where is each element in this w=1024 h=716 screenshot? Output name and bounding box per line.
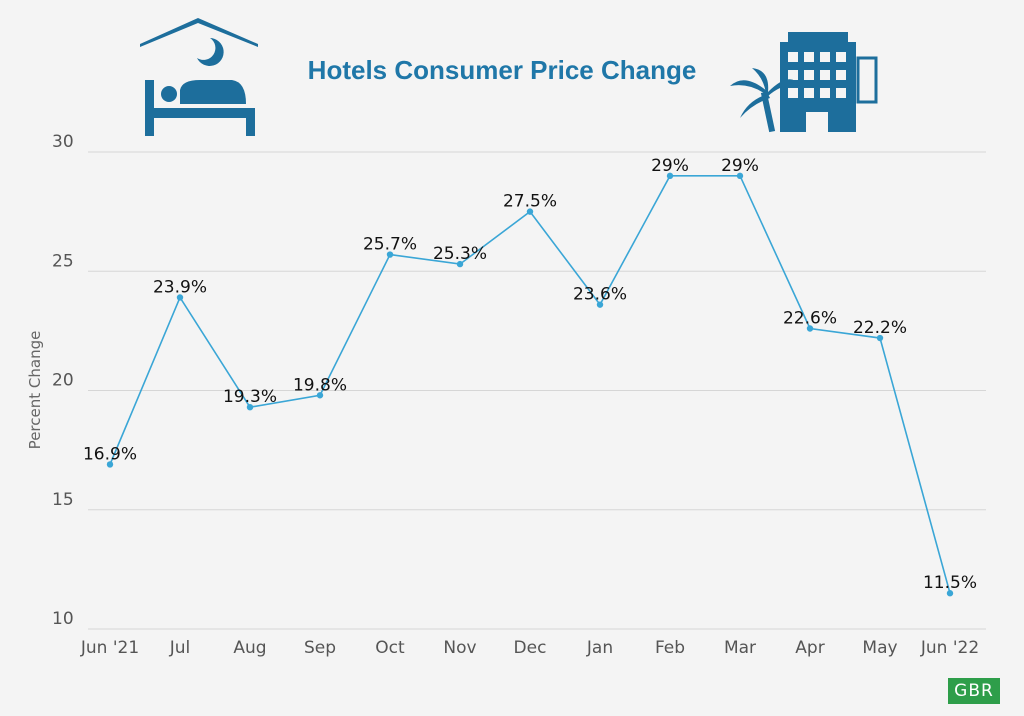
bed-icon bbox=[140, 18, 258, 136]
x-tick-label: Aug bbox=[233, 638, 266, 658]
data-point bbox=[946, 590, 954, 597]
data-label: 11.5% bbox=[923, 573, 977, 593]
gbr-badge: GBR bbox=[948, 678, 1000, 704]
x-tick-label: Jan bbox=[586, 638, 613, 658]
data-label: 23.9% bbox=[153, 277, 207, 297]
data-point bbox=[246, 403, 254, 411]
data-label: 19.8% bbox=[293, 375, 347, 395]
x-tick-label: Dec bbox=[514, 638, 547, 658]
data-point bbox=[876, 334, 884, 342]
data-point bbox=[386, 251, 394, 258]
data-point bbox=[456, 260, 464, 268]
x-tick-label: Feb bbox=[655, 638, 685, 658]
data-label: 22.2% bbox=[853, 318, 907, 338]
series-line-group bbox=[109, 175, 951, 594]
x-tick-labels: Jun '21 Jul Aug Sep Oct Nov Dec Jan Feb Mar Apr May… bbox=[80, 638, 979, 658]
data-label: 27.5% bbox=[503, 192, 557, 212]
x-tick-label: Jul bbox=[169, 638, 191, 658]
y-tick-label: 20 bbox=[52, 371, 74, 391]
data-label: 29% bbox=[651, 156, 689, 176]
y-axis-label: Percent Change bbox=[26, 331, 44, 450]
x-tick-label: Jun '21 bbox=[80, 638, 139, 658]
data-label: 29% bbox=[721, 156, 759, 176]
x-tick-label: Apr bbox=[795, 638, 824, 658]
data-point bbox=[176, 294, 184, 301]
y-tick-label: 10 bbox=[52, 609, 74, 629]
x-tick-label: Oct bbox=[375, 638, 405, 658]
data-point bbox=[526, 208, 534, 215]
data-point bbox=[806, 325, 814, 332]
data-point bbox=[316, 392, 324, 399]
hotel-building-icon bbox=[730, 32, 878, 133]
data-labels: 16.9% 23.9% 19.3% 19.8% 25.7% 25.3% 27.5% 23.6%… bbox=[83, 156, 977, 593]
chart-title: Hotels Consumer Price Change bbox=[308, 55, 697, 85]
series-line bbox=[109, 175, 951, 594]
data-point bbox=[736, 172, 744, 180]
x-tick-label: Jun '22 bbox=[920, 638, 979, 658]
x-tick-label: May bbox=[862, 638, 897, 658]
x-tick-label: Mar bbox=[724, 638, 756, 658]
data-label: 22.6% bbox=[783, 308, 837, 328]
data-points bbox=[106, 172, 954, 597]
y-tick-label: 30 bbox=[52, 132, 74, 152]
x-tick-label: Sep bbox=[304, 638, 336, 658]
data-label: 19.3% bbox=[223, 387, 277, 407]
y-tick-labels: 10 15 20 25 30 bbox=[52, 132, 74, 629]
data-label: 23.6% bbox=[573, 285, 627, 305]
data-point bbox=[666, 172, 674, 180]
y-tick-label: 15 bbox=[52, 490, 74, 510]
data-label: 25.7% bbox=[363, 235, 417, 255]
y-tick-label: 25 bbox=[52, 251, 74, 271]
data-label: 16.9% bbox=[83, 444, 137, 464]
data-label: 25.3% bbox=[433, 244, 487, 264]
x-tick-label: Nov bbox=[443, 638, 476, 658]
grid-lines bbox=[88, 151, 986, 630]
data-point bbox=[106, 461, 114, 468]
data-point bbox=[596, 301, 604, 308]
